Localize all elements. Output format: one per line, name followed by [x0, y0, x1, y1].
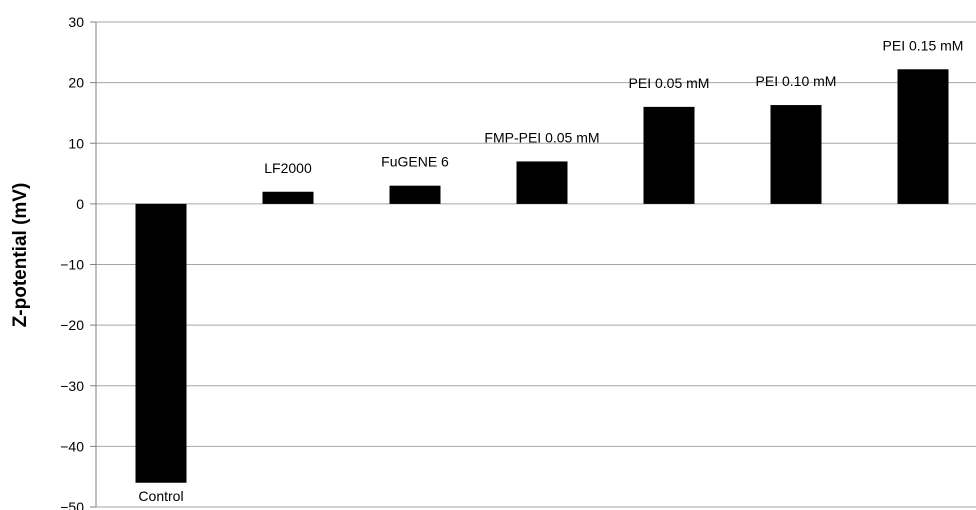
bar-control — [135, 203, 187, 483]
y-tick-label: −20 — [60, 317, 84, 333]
bar-label: LF2000 — [264, 160, 312, 176]
y-tick-label: 20 — [68, 75, 84, 91]
bar-label: PEI 0.10 mM — [756, 73, 837, 89]
bar-pei-0-05-mm — [643, 106, 695, 204]
bar-label: Control — [138, 488, 183, 504]
bar-fmp-pei-0-05-mm — [516, 161, 568, 204]
y-tick-label: −40 — [60, 438, 84, 454]
bar-label: PEI 0.05 mM — [629, 75, 710, 91]
bar-pei-0-10-mm — [770, 105, 822, 204]
y-tick-labels: 30 20 10 0 −10 −20 −30 −40 −50 — [60, 14, 84, 510]
bar-pei-0-15-mm — [897, 69, 949, 204]
y-tick-label: 10 — [68, 135, 84, 151]
y-tick-label: −10 — [60, 257, 84, 273]
bar-label: PEI 0.15 mM — [883, 37, 964, 53]
y-tick-label: −30 — [60, 378, 84, 394]
gridlines — [96, 21, 976, 508]
y-tick-label: −50 — [60, 499, 84, 510]
axes — [90, 21, 97, 508]
y-axis-title: Z-potential (mV) — [10, 183, 31, 328]
y-tick-label: 0 — [76, 196, 84, 212]
bars — [135, 69, 949, 483]
y-tick-label: 30 — [68, 14, 84, 30]
bar-labels: Control LF2000 FuGENE 6 FMP-PEI 0.05 mM PEI … — [138, 37, 963, 503]
bar-lf2000 — [262, 191, 314, 204]
bar-fugene-6 — [389, 185, 441, 204]
bar-label: FuGENE 6 — [381, 154, 449, 170]
bar-label: FMP-PEI 0.05 mM — [484, 129, 599, 145]
